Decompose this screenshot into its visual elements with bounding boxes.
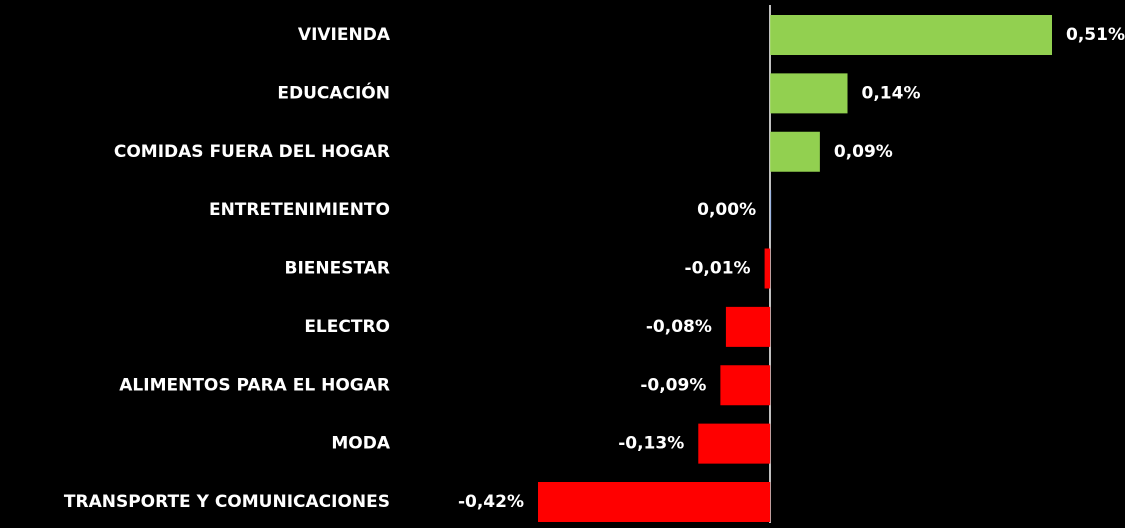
- bar: [770, 190, 772, 231]
- value-label: -0,01%: [685, 259, 751, 279]
- value-label: 0,51%: [1066, 25, 1125, 45]
- value-label: 0,14%: [862, 83, 921, 103]
- value-label: -0,42%: [458, 492, 524, 512]
- bar: [698, 423, 771, 464]
- value-label: -0,13%: [618, 434, 684, 454]
- category-label: ALIMENTOS PARA EL HOGAR: [119, 375, 390, 395]
- bar: [770, 131, 820, 172]
- category-label: BIENESTAR: [284, 259, 390, 279]
- bar: [770, 15, 1052, 55]
- category-label: TRANSPORTE Y COMUNICACIONES: [64, 492, 390, 512]
- category-label: ENTRETENIMIENTO: [209, 200, 390, 220]
- category-label: COMIDAS FUERA DEL HOGAR: [114, 142, 390, 162]
- category-label: MODA: [331, 434, 390, 454]
- bar: [538, 482, 771, 522]
- value-label: 0,09%: [834, 142, 893, 162]
- bar: [764, 248, 771, 289]
- bar: [725, 306, 771, 347]
- bar: [720, 365, 771, 406]
- value-label: -0,09%: [640, 375, 706, 395]
- bar: [770, 73, 848, 114]
- category-label: VIVIENDA: [298, 25, 391, 45]
- category-label: ELECTRO: [304, 317, 390, 337]
- value-label: -0,08%: [646, 317, 712, 337]
- category-label: EDUCACIÓN: [277, 81, 390, 103]
- value-label: 0,00%: [697, 200, 756, 220]
